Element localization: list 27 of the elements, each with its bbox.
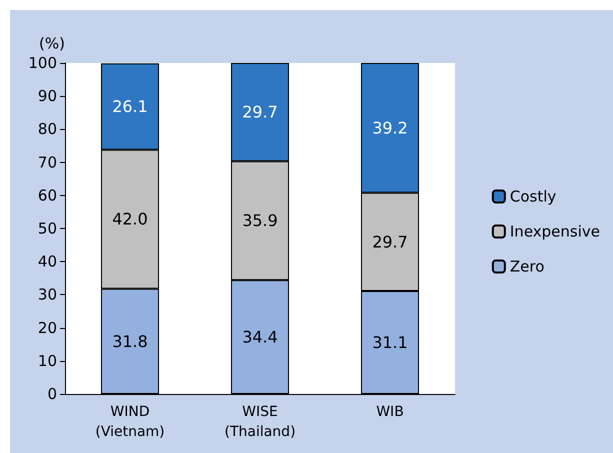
x-tick-label: WIND (Vietnam) <box>95 404 165 440</box>
data-label: 31.1 <box>372 333 408 352</box>
data-label: 29.7 <box>242 102 278 122</box>
data-label: 42.0 <box>112 210 148 229</box>
y-tick-label: 60 <box>38 186 57 204</box>
x-tick-label: WIB <box>376 404 404 420</box>
y-tick-label: 80 <box>38 120 57 138</box>
y-tick-label: 50 <box>38 220 57 238</box>
y-tick-label: 70 <box>38 153 57 172</box>
legend-label: Costly <box>510 188 556 206</box>
y-tick-label: 40 <box>38 252 57 271</box>
data-label: 29.7 <box>372 232 408 252</box>
data-label: 31.8 <box>112 332 148 351</box>
legend-label: Inexpensive <box>510 222 600 240</box>
y-tick-label: 0 <box>47 385 57 403</box>
data-label: 39.2 <box>372 118 408 138</box>
y-tick-label: 20 <box>38 318 57 337</box>
y-tick-label: 100 <box>28 54 57 72</box>
y-tick-label: 30 <box>38 286 57 304</box>
data-label: 26.1 <box>112 97 148 116</box>
legend-label: Zero <box>510 258 544 276</box>
data-label: 34.4 <box>242 328 278 347</box>
x-tick-label: WISE (Thailand) <box>224 404 296 440</box>
y-axis-title: (%) <box>39 34 65 52</box>
y-tick-label: 90 <box>38 87 57 106</box>
y-tick-label: 10 <box>38 352 57 370</box>
data-label: 35.9 <box>242 211 278 230</box>
